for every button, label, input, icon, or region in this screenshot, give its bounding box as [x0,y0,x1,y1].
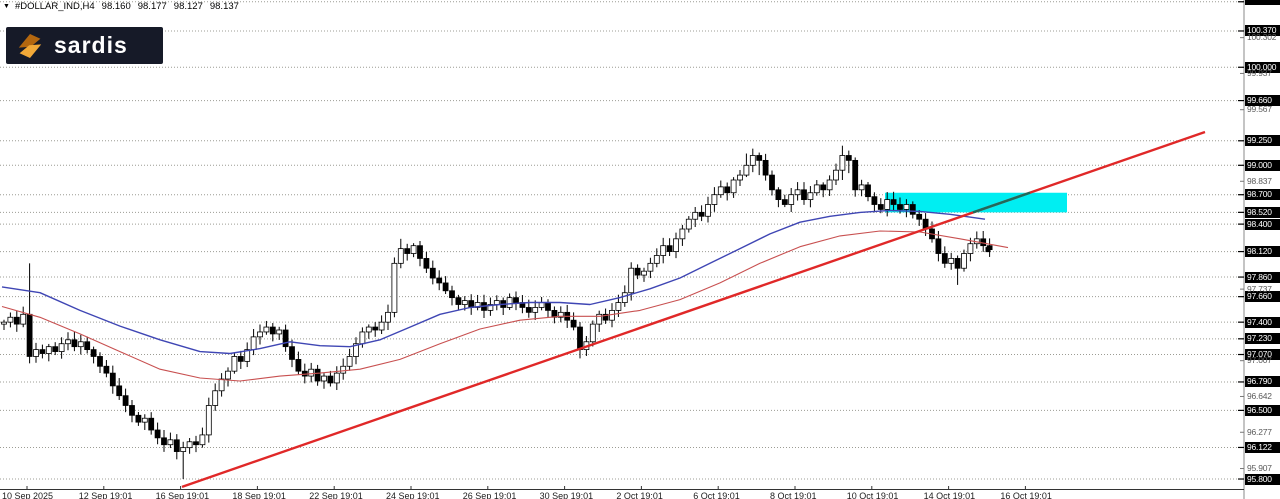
sardis-logo-icon [18,33,42,58]
price-level-label: 99.000 [1245,159,1280,171]
trendline-overlap-segment [972,191,1031,214]
symbol-dropdown-icon[interactable]: ▼ [3,3,10,10]
time-label: 26 Sep 19:01 [462,491,517,499]
candles-series [1,145,993,480]
price-level-label: 100.000 [1245,61,1280,73]
price-level-label: 99.250 [1245,135,1280,147]
price-level-label: 96.122 [1245,441,1280,453]
price-level-label: 98.520 [1245,206,1280,218]
last-price-marker [985,247,991,253]
price-scale-label: 96.642 [1247,390,1272,401]
price-scale-label: 96.277 [1247,426,1272,437]
time-label: 16 Sep 19:01 [155,491,210,499]
price-level-label: 97.070 [1245,349,1280,360]
price-scale-label: 99.567 [1247,104,1272,115]
price-level-label: 95.800 [1245,473,1280,485]
price-level-label: 96.500 [1245,404,1280,416]
time-label: 2 Oct 19:01 [616,491,663,499]
price-level-label: 97.230 [1245,333,1280,345]
time-label: 14 Oct 19:01 [923,491,976,499]
price-level-label: 98.700 [1245,189,1280,201]
symbol-info-bar: ▼ #DOLLAR_IND,H4 98.160 98.177 98.127 98.137 [3,1,239,12]
price-scale-label: 97.737 [1247,283,1272,294]
price-level-label [1245,0,1280,5]
price-level-label: 98.400 [1245,218,1280,230]
price-level-label: 100.370 [1245,25,1280,37]
price-level-label: 99.660 [1245,95,1280,107]
time-label: 8 Oct 19:01 [770,491,817,499]
quote-high: 98.177 [137,1,167,12]
price-scale-label: 99.937 [1247,67,1272,78]
price-level-label: 97.400 [1245,316,1280,328]
quote-low: 98.127 [173,1,203,12]
price-scale-label: 100.302 [1247,32,1277,43]
price-level-label: 98.120 [1245,246,1280,258]
quote-open: 98.160 [101,1,131,12]
time-label: 24 Sep 19:01 [386,491,440,499]
time-label: 18 Sep 19:01 [232,491,286,499]
quote-close: 98.137 [209,1,239,12]
price-scale-label: 98.837 [1247,175,1272,186]
price-scale-label: 95.907 [1247,463,1272,474]
sardis-logo-text: sardis [54,32,128,58]
time-label: 12 Sep 19:01 [78,491,133,499]
price-level-label: 96.790 [1245,376,1280,388]
price-level-label: 97.860 [1245,271,1280,283]
time-label: 10 Sep 2025 [2,491,54,499]
price-level-label: 97.660 [1245,291,1280,303]
time-label: 22 Sep 19:01 [309,491,363,499]
time-label: 6 Oct 19:01 [693,491,740,499]
symbol-name-timeframe: #DOLLAR_IND,H4 [14,1,95,12]
time-label: 16 Oct 19:01 [1000,491,1052,499]
ma-blue-line[interactable] [1,209,986,355]
supply-zone-rectangle[interactable] [885,192,1067,213]
ma-red-line[interactable] [1,230,1009,382]
time-label: 10 Oct 19:01 [846,491,899,499]
trendline[interactable] [181,130,1206,488]
price-scale-label: 97.007 [1247,355,1272,366]
sardis-logo: sardis [6,27,163,64]
time-label: 30 Sep 19:01 [539,491,594,499]
